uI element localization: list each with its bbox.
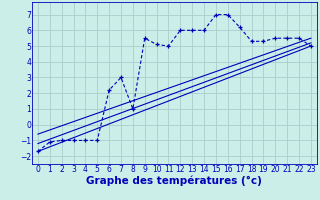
X-axis label: Graphe des températures (°c): Graphe des températures (°c) [86,175,262,186]
